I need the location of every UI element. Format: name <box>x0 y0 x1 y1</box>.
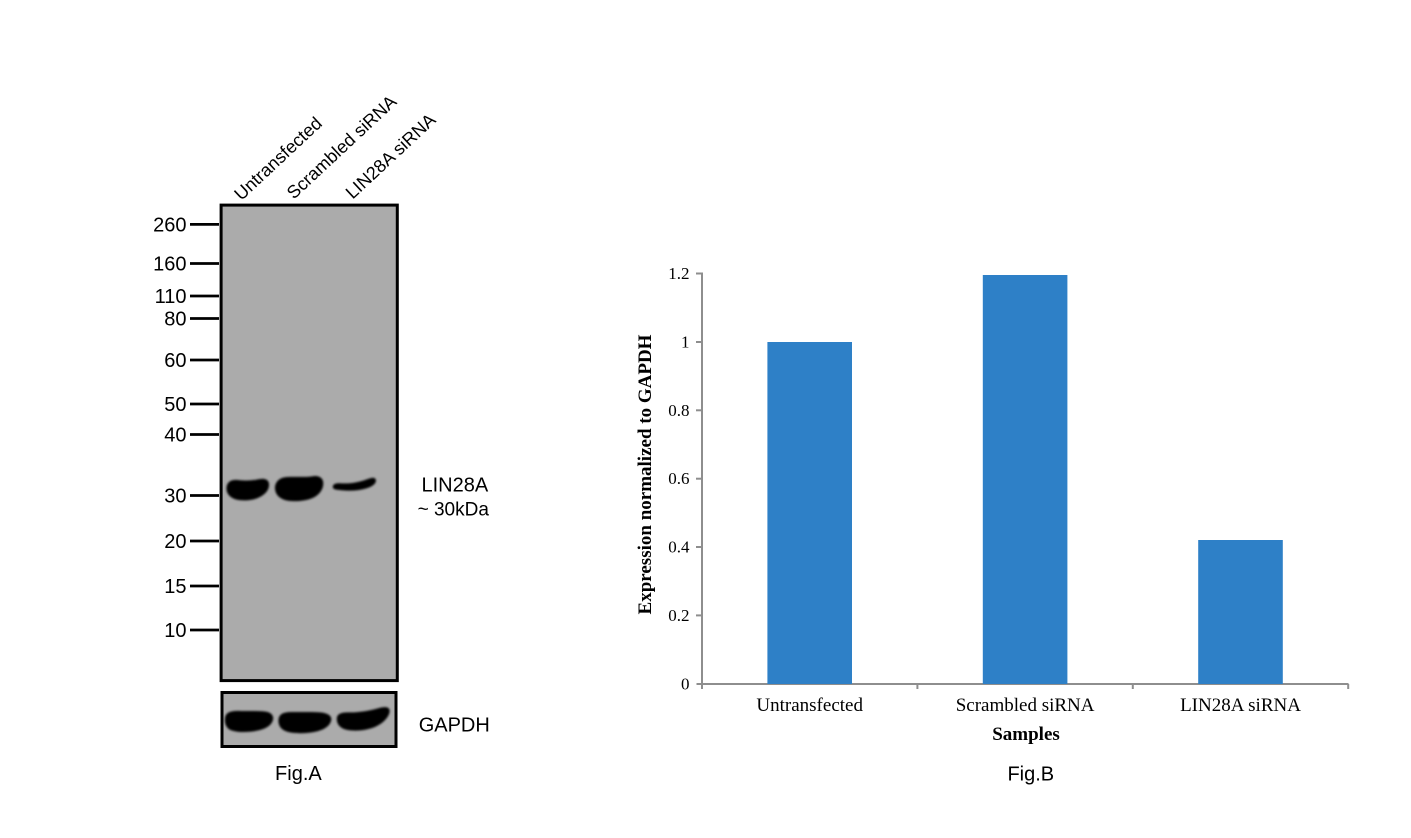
svg-text:0.2: 0.2 <box>668 606 689 625</box>
svg-text:0.8: 0.8 <box>668 401 689 420</box>
svg-text:Samples: Samples <box>992 724 1060 745</box>
svg-text:Fig.A: Fig.A <box>275 763 322 785</box>
svg-text:15: 15 <box>164 576 186 598</box>
svg-text:Fig.B: Fig.B <box>1007 764 1054 786</box>
svg-text:0: 0 <box>681 675 690 694</box>
svg-text:160: 160 <box>153 253 186 275</box>
svg-text:~ 30kDa: ~ 30kDa <box>418 500 490 521</box>
svg-text:60: 60 <box>164 350 186 372</box>
svg-text:Untransfected: Untransfected <box>230 113 326 204</box>
svg-text:20: 20 <box>164 531 186 553</box>
svg-text:Scrambled siRNA: Scrambled siRNA <box>956 695 1095 716</box>
svg-text:10: 10 <box>164 620 186 642</box>
svg-text:1.2: 1.2 <box>668 264 689 283</box>
svg-text:30: 30 <box>164 485 186 507</box>
svg-text:40: 40 <box>164 424 186 446</box>
svg-text:50: 50 <box>164 394 186 416</box>
svg-text:0.4: 0.4 <box>668 538 690 557</box>
svg-text:0.6: 0.6 <box>668 469 689 488</box>
svg-text:LIN28A siRNA: LIN28A siRNA <box>1180 695 1301 716</box>
svg-text:LIN28A: LIN28A <box>422 475 489 497</box>
svg-text:GAPDH: GAPDH <box>419 715 490 737</box>
svg-text:110: 110 <box>155 286 187 308</box>
svg-text:260: 260 <box>153 214 186 236</box>
svg-text:80: 80 <box>164 308 186 330</box>
svg-text:1: 1 <box>681 333 690 352</box>
svg-text:Expression normalized to GAPDH: Expression normalized to GAPDH <box>635 334 656 614</box>
svg-text:Untransfected: Untransfected <box>756 695 863 716</box>
